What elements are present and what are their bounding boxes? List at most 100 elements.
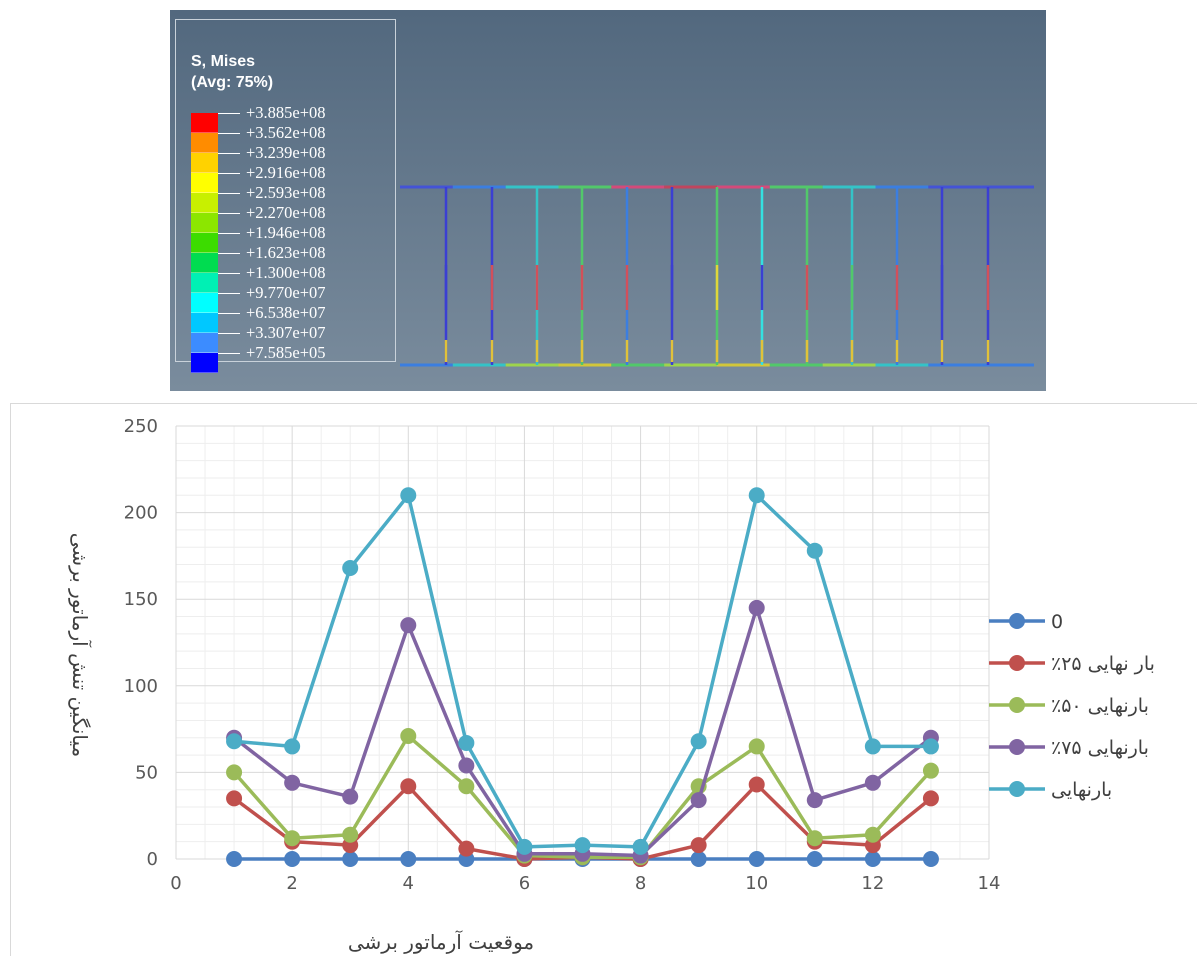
legend-swatch [191, 353, 218, 373]
legend-tick-mark [218, 112, 240, 114]
data-point [516, 838, 533, 855]
legend-dot-marker [1009, 697, 1025, 713]
legend-title: S, Mises [191, 53, 256, 70]
fea-background [170, 10, 1046, 391]
legend-tick-mark [218, 132, 240, 134]
data-point [574, 837, 591, 854]
x-tick-label: 14 [978, 873, 1001, 894]
chart-area: 0 2 4 6 8 10 12 14 0 50 100 150 200 250 0 ٪۲۵ بار نهای… [10, 403, 1197, 956]
legend-dot-marker [1009, 781, 1025, 797]
x-tick-label: 0 [170, 873, 181, 894]
legend-subtitle: (Avg: 75%) [191, 74, 274, 91]
data-point [690, 837, 707, 854]
legend-value-label: +3.239e+08 [246, 143, 326, 162]
x-tick-label: 2 [286, 873, 297, 894]
legend-value-label: +7.585e+05 [246, 343, 326, 362]
legend-value-label: +2.270e+08 [246, 203, 326, 222]
data-point [748, 487, 765, 504]
data-point [458, 840, 475, 857]
legend-value-label: +6.538e+07 [246, 303, 326, 322]
y-tick-label: 100 [124, 676, 158, 697]
legend-value-label: +1.946e+08 [246, 223, 326, 242]
data-point [458, 734, 475, 751]
data-point [342, 788, 359, 805]
data-point [342, 851, 359, 867]
data-point [864, 738, 881, 755]
legend-tick-mark [218, 272, 240, 274]
legend-item: ٪۲۵ بار نهایی [989, 653, 1155, 675]
legend-dot-marker [1009, 739, 1025, 755]
data-point [632, 838, 649, 855]
legend-swatch [191, 333, 218, 353]
y-axis-title: میانگین تنش آرماتور برشی [68, 533, 93, 758]
legend-swatch [191, 253, 218, 273]
legend-swatch [191, 313, 218, 333]
series-lines [226, 487, 939, 867]
data-point [864, 851, 881, 867]
data-point [748, 599, 765, 616]
legend-swatch [191, 113, 218, 133]
data-point [284, 738, 301, 755]
x-tick-label: 10 [745, 873, 768, 894]
data-point [806, 830, 823, 847]
legend-value-label: +3.562e+08 [246, 123, 326, 142]
legend-label: ٪۲۵ بار نهایی [1051, 653, 1155, 675]
data-point [284, 851, 301, 867]
legend-tick-mark [218, 312, 240, 314]
data-point [226, 733, 243, 750]
legend-item: بارنهایی [989, 779, 1112, 801]
legend-swatch [191, 233, 218, 253]
data-point [922, 762, 939, 779]
data-point [690, 792, 707, 809]
legend-label: ٪۷۵ بارنهایی [1051, 737, 1149, 759]
legend-swatch [191, 193, 218, 213]
legend-value-label: +3.885e+08 [246, 103, 326, 122]
data-point [806, 792, 823, 809]
data-point [226, 790, 243, 807]
contour-legend: S, Mises (Avg: 75%) +3.885e+08 +3.562e+08… [175, 19, 396, 373]
legend-value-label: +2.916e+08 [246, 163, 326, 182]
legend-label: ٪۵۰ بارنهایی [1051, 695, 1149, 717]
legend-swatch [191, 273, 218, 293]
data-point [284, 774, 301, 791]
data-point [226, 851, 243, 867]
legend-dot-marker [1009, 613, 1025, 629]
y-tick-label: 50 [135, 762, 158, 783]
legend-tick-mark [218, 332, 240, 334]
data-point [690, 851, 707, 867]
x-tick-label: 12 [861, 873, 884, 894]
data-point [748, 776, 765, 793]
data-point [748, 851, 765, 867]
data-point [400, 617, 417, 634]
legend-label: 0 [1051, 611, 1063, 633]
data-point [400, 778, 417, 795]
fea-contour-image [170, 10, 1046, 391]
legend-value-label: +9.770e+07 [246, 283, 326, 302]
tick-labels: 0 2 4 6 8 10 12 14 0 50 100 150 200 250 [124, 416, 1001, 894]
legend-swatch [191, 293, 218, 313]
data-point [922, 738, 939, 755]
legend-item: ٪۵۰ بارنهایی [989, 695, 1149, 717]
series-group [226, 487, 939, 855]
legend-value-label: +3.307e+07 [246, 323, 326, 342]
data-point [864, 774, 881, 791]
data-point [458, 778, 475, 795]
legend-value-label: +1.623e+08 [246, 243, 326, 262]
truss-model [400, 185, 1034, 367]
data-point [400, 728, 417, 745]
y-tick-label: 250 [124, 416, 158, 437]
data-point [922, 790, 939, 807]
data-point [864, 826, 881, 843]
data-point [342, 560, 359, 577]
legend-tick-mark [218, 252, 240, 254]
legend-tick-mark [218, 292, 240, 294]
x-axis-title: موقعیت آرماتور برشی [348, 929, 534, 954]
data-point [226, 764, 243, 781]
y-tick-label: 200 [124, 503, 158, 524]
legend-tick-mark [218, 232, 240, 234]
legend-swatch [191, 133, 218, 153]
legend-value-label: +1.300e+08 [246, 263, 326, 282]
legend-tick-mark [218, 352, 240, 354]
x-tick-label: 4 [403, 873, 414, 894]
data-point [690, 733, 707, 750]
